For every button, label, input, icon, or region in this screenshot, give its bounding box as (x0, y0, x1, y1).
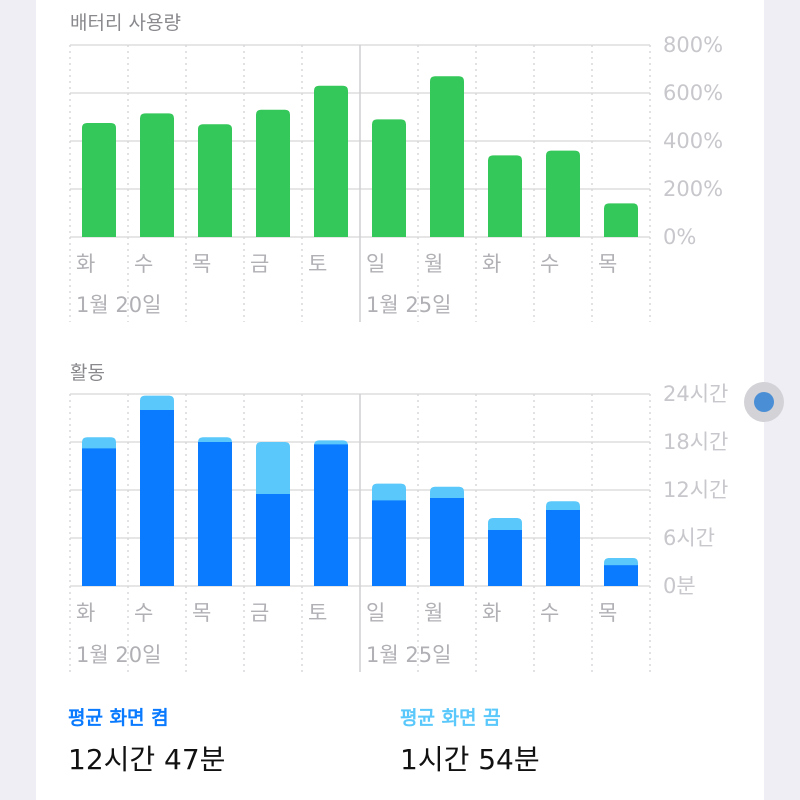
day-label: 수 (134, 252, 153, 276)
screen-on-bar (314, 444, 348, 586)
screen-on-bar (140, 410, 174, 586)
y-tick-label: 6시간 (663, 526, 715, 550)
y-tick-label: 0분 (663, 574, 696, 598)
screen-off-bar (546, 501, 580, 511)
screen-off-bar (82, 437, 116, 450)
screen-on-bar (256, 494, 290, 586)
date-label: 1월 25일 (366, 643, 451, 667)
screen-on-bar (372, 500, 406, 586)
day-label: 목 (598, 252, 617, 276)
battery-usage-title: 배터리 사용량 (70, 12, 181, 34)
battery-bar (140, 113, 174, 237)
screen-on-bar (546, 510, 580, 586)
battery-usage-chart[interactable]: 0% 200% 400% 600% 800% 화 수 목 금 토 일 월 화 수 목 1월 20일 1월 25일 (36, 0, 764, 330)
day-label: 수 (540, 252, 559, 276)
scroll-handle[interactable] (744, 382, 784, 422)
y-tick-label: 600% (663, 81, 723, 105)
activity-title: 활동 (70, 362, 105, 384)
y-tick-label: 0% (663, 225, 696, 249)
battery-bar (604, 203, 638, 237)
screen-on-bar (198, 442, 232, 586)
battery-bar (314, 85, 348, 237)
battery-bar (546, 150, 580, 237)
screen-on-bar (430, 498, 464, 586)
day-label: 월 (424, 601, 443, 625)
date-label: 1월 20일 (76, 643, 161, 667)
day-label: 일 (366, 601, 385, 625)
y-tick-label: 24시간 (663, 382, 728, 406)
screen-on-bar (82, 448, 116, 586)
screen-off-bar (314, 440, 348, 446)
y-tick-label: 400% (663, 129, 723, 153)
screen-on-label: 평균 화면 켬 (68, 707, 169, 729)
day-label: 금 (250, 252, 269, 276)
y-tick-label: 12시간 (663, 478, 728, 502)
battery-bar (82, 123, 116, 237)
day-label: 일 (366, 252, 385, 276)
day-label: 금 (250, 601, 269, 625)
screen-on-bar (488, 530, 522, 586)
day-label: 화 (482, 601, 501, 625)
screen-on-bar (604, 565, 638, 586)
screen-off-bar (256, 442, 290, 495)
y-tick-label: 200% (663, 177, 723, 201)
screen-off-bar (604, 558, 638, 567)
screen-off-value: 1시간 54분 (400, 743, 540, 776)
date-label: 1월 20일 (76, 293, 161, 317)
battery-bar (372, 119, 406, 237)
screen-off-bar (140, 395, 174, 411)
screen-off-bar (372, 483, 406, 502)
day-label: 월 (424, 252, 443, 276)
day-label: 화 (482, 252, 501, 276)
day-label: 목 (598, 601, 617, 625)
screen-on-value: 12시간 47분 (68, 743, 226, 776)
day-label: 수 (134, 601, 153, 625)
scroll-handle-dot (754, 392, 774, 412)
y-tick-label: 18시간 (663, 430, 728, 454)
day-label: 화 (76, 601, 95, 625)
battery-bar (430, 76, 464, 237)
day-label: 목 (192, 252, 211, 276)
screen-off-bar (488, 518, 522, 531)
day-label: 수 (540, 601, 559, 625)
day-label: 화 (76, 252, 95, 276)
battery-activity-card: 배터리 사용량 활동 0% 200% 400% 600% 800% 화 수 목 금 토 일 월 화 수 목 1… (36, 0, 764, 800)
battery-bar (488, 155, 522, 237)
battery-bar (198, 124, 232, 237)
day-label: 토 (308, 601, 327, 625)
day-label: 목 (192, 601, 211, 625)
day-label: 토 (308, 252, 327, 276)
y-tick-label: 800% (663, 33, 723, 57)
screen-off-bar (430, 486, 464, 499)
date-label: 1월 25일 (366, 293, 451, 317)
battery-bar (256, 109, 290, 237)
screen-off-bar (198, 437, 232, 443)
screen-off-label: 평균 화면 끔 (400, 707, 501, 729)
